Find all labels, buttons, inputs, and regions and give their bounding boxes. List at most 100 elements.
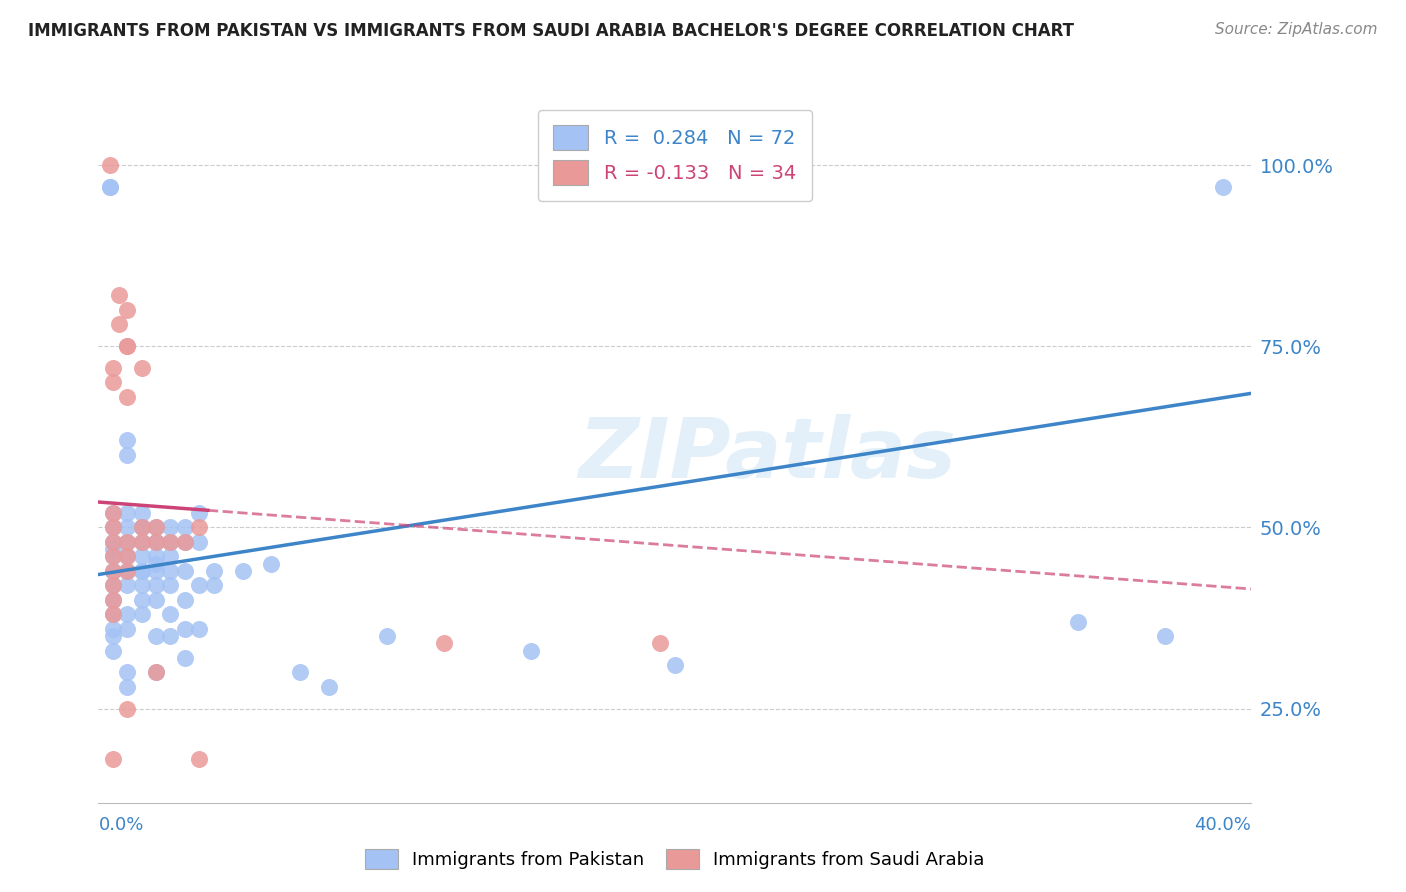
Point <box>1067 615 1090 629</box>
Point <box>188 506 211 520</box>
Point <box>318 680 340 694</box>
Point <box>101 578 124 592</box>
Point <box>159 535 181 549</box>
Point <box>101 578 124 592</box>
Point <box>117 339 138 353</box>
Point <box>101 607 124 622</box>
Point <box>117 434 138 448</box>
Point <box>174 651 197 665</box>
Legend: R =  0.284   N = 72, R = -0.133   N = 34: R = 0.284 N = 72, R = -0.133 N = 34 <box>538 110 811 201</box>
Point <box>117 535 138 549</box>
Point <box>174 535 197 549</box>
Point <box>145 520 167 534</box>
Point <box>145 564 167 578</box>
Point <box>98 158 121 172</box>
Text: ZIPatlas: ZIPatlas <box>578 415 956 495</box>
Point <box>117 506 138 520</box>
Point <box>260 557 283 571</box>
Point <box>101 629 124 643</box>
Point <box>98 179 121 194</box>
Point <box>174 564 197 578</box>
Text: Source: ZipAtlas.com: Source: ZipAtlas.com <box>1215 22 1378 37</box>
Point <box>117 665 138 680</box>
Point <box>202 564 225 578</box>
Point <box>107 318 129 332</box>
Point <box>131 607 153 622</box>
Point <box>101 361 124 376</box>
Point <box>131 564 153 578</box>
Point <box>131 549 153 564</box>
Point <box>101 520 124 534</box>
Point <box>101 535 124 549</box>
Point <box>101 549 124 564</box>
Point <box>117 339 138 353</box>
Point <box>433 636 456 650</box>
Point <box>174 535 197 549</box>
Point <box>131 520 153 534</box>
Point <box>145 665 167 680</box>
Point <box>174 520 197 534</box>
Point <box>117 607 138 622</box>
Legend: Immigrants from Pakistan, Immigrants from Saudi Arabia: Immigrants from Pakistan, Immigrants fro… <box>356 839 994 879</box>
Point <box>188 535 211 549</box>
Point <box>101 592 124 607</box>
Point <box>117 701 138 715</box>
Point <box>117 535 138 549</box>
Point <box>174 622 197 636</box>
Point <box>131 520 153 534</box>
Point <box>650 636 672 650</box>
Point <box>145 535 167 549</box>
Point <box>98 179 121 194</box>
Point <box>101 592 124 607</box>
Point <box>188 752 211 766</box>
Point <box>145 665 167 680</box>
Point <box>188 622 211 636</box>
Point <box>131 578 153 592</box>
Point <box>117 549 138 564</box>
Point <box>188 578 211 592</box>
Point <box>159 578 181 592</box>
Point <box>290 665 312 680</box>
Point <box>131 564 153 578</box>
Point <box>101 535 124 549</box>
Point <box>117 549 138 564</box>
Point <box>101 520 124 534</box>
Point <box>188 520 211 534</box>
Point <box>117 564 138 578</box>
Point <box>664 658 686 673</box>
Point <box>101 752 124 766</box>
Point <box>101 564 124 578</box>
Point <box>159 520 181 534</box>
Point <box>375 629 398 643</box>
Point <box>1153 629 1175 643</box>
Point <box>145 592 167 607</box>
Point <box>101 607 124 622</box>
Point <box>117 448 138 462</box>
Point <box>145 549 167 564</box>
Point <box>231 564 254 578</box>
Text: 0.0%: 0.0% <box>98 816 143 834</box>
Point <box>202 578 225 592</box>
Point <box>174 592 197 607</box>
Point <box>101 622 124 636</box>
Text: 40.0%: 40.0% <box>1195 816 1251 834</box>
Point <box>131 506 153 520</box>
Point <box>145 535 167 549</box>
Point <box>131 535 153 549</box>
Point <box>107 288 129 302</box>
Point <box>145 520 167 534</box>
Point <box>159 629 181 643</box>
Point <box>101 549 124 564</box>
Point <box>101 506 124 520</box>
Point <box>159 607 181 622</box>
Point <box>117 564 138 578</box>
Point <box>145 557 167 571</box>
Point <box>117 622 138 636</box>
Point <box>101 542 124 557</box>
Point <box>117 303 138 318</box>
Point <box>131 361 153 376</box>
Point <box>117 390 138 404</box>
Point <box>101 643 124 657</box>
Text: IMMIGRANTS FROM PAKISTAN VS IMMIGRANTS FROM SAUDI ARABIA BACHELOR'S DEGREE CORRE: IMMIGRANTS FROM PAKISTAN VS IMMIGRANTS F… <box>28 22 1074 40</box>
Point <box>1212 179 1234 194</box>
